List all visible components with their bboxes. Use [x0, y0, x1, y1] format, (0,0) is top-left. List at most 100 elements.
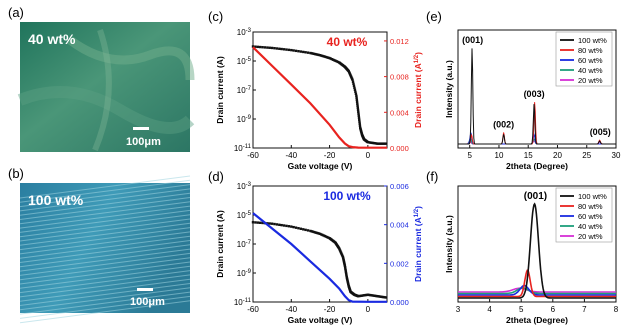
- transfer-point-log: [357, 114, 360, 117]
- x-axis-label: 2theta (Degree): [506, 315, 568, 325]
- fiber-streak: [19, 235, 191, 259]
- fiber-streak: [19, 179, 191, 203]
- x-tick-label: 7: [582, 305, 587, 314]
- chart-e: 5 10 15 20 25 30 (001) (002) (003) (005) 100 wt%80…: [444, 29, 621, 171]
- chart-title: 100 wt%: [323, 189, 371, 203]
- scale-bar-a-text: 100μm: [126, 136, 161, 148]
- transfer-point-log: [261, 221, 264, 225]
- transfer-point-log: [357, 116, 361, 119]
- x-tick-label: 20: [553, 151, 562, 160]
- plot-frame: [252, 31, 388, 149]
- transfer-point-log: [306, 229, 310, 232]
- y2-tick-label: 0.012: [390, 37, 409, 46]
- x-tick-label: 5: [519, 305, 524, 314]
- transfer-point-log: [356, 104, 359, 107]
- transfer-point-log: [270, 222, 274, 225]
- fiber-streak: [19, 270, 191, 294]
- fiber-streak: [19, 175, 191, 199]
- transfer-point-log: [345, 273, 348, 276]
- xrd-curve-40wt: [458, 287, 616, 295]
- y2-tick-label: 0.000: [390, 144, 409, 153]
- panel-label-a: (a): [8, 5, 24, 20]
- transfer-point-log: [287, 48, 291, 52]
- transfer-point-log: [358, 118, 361, 121]
- transfer-point-log: [254, 45, 257, 48]
- scale-bar-b-text: 100μm: [130, 296, 165, 308]
- x-tick-label: 6: [551, 305, 556, 314]
- transfer-point-log: [343, 266, 347, 269]
- fiber-streak: [19, 188, 191, 212]
- fiber-streak: [19, 287, 191, 311]
- transfer-point-log: [304, 51, 307, 54]
- transfer-point-log: [345, 274, 348, 278]
- transfer-point-log: [351, 78, 354, 82]
- transfer-point-log: [261, 46, 264, 49]
- x-tick-label: 10: [495, 151, 504, 160]
- fiber-streak: [19, 257, 191, 281]
- x-tick-label: -20: [324, 305, 336, 314]
- transfer-point-log: [357, 112, 360, 115]
- transfer-point-log: [353, 86, 356, 90]
- xrd-curve-100wt: [458, 48, 616, 145]
- x-tick-label: -60: [247, 151, 259, 160]
- y-tick-label: 10-11: [234, 144, 252, 153]
- transfer-point-log: [251, 221, 255, 224]
- micrograph-b-label: 100 wt%: [28, 192, 84, 208]
- x-tick-label: 30: [612, 151, 621, 160]
- transfer-point-log: [258, 221, 262, 224]
- fiber-streak: [19, 231, 191, 255]
- transfer-point-log: [256, 221, 259, 224]
- fiber-streak: [19, 265, 191, 289]
- fiber-streak: [19, 205, 191, 229]
- fiber-streak: [19, 227, 191, 251]
- y-tick-label: 10-5: [237, 211, 252, 220]
- y-tick-label: 10-3: [237, 182, 252, 191]
- fiber-streak: [19, 197, 191, 220]
- transfer-point-log: [297, 50, 300, 53]
- transfer-point-log: [282, 48, 286, 51]
- transfer-point-log: [282, 224, 286, 227]
- transfer-point-log: [355, 100, 359, 103]
- xrd-curve-60wt: [458, 284, 616, 296]
- transfer-point-log: [355, 94, 358, 97]
- transfer-point-log: [344, 268, 347, 272]
- fiber-streak: [19, 274, 191, 298]
- peak-annotation: (002): [493, 119, 514, 129]
- y2-axis-label: Drain current (A1/2): [413, 52, 423, 128]
- scale-bar-b: [137, 288, 153, 291]
- transfer-point-log: [285, 224, 288, 228]
- fiber-streak: [19, 283, 191, 306]
- fiber-streak: [19, 240, 191, 263]
- transfer-point-log: [280, 223, 283, 227]
- x-tick-label: 15: [524, 151, 533, 160]
- fiber-streak: [19, 222, 191, 246]
- transfer-point-log: [344, 267, 347, 270]
- transfer-point-log: [275, 47, 279, 50]
- chart-title: 40 wt%: [327, 35, 368, 49]
- legend-label: 60 wt%: [578, 56, 603, 65]
- y2-tick-label: 0.002: [390, 259, 409, 268]
- legend-label: 60 wt%: [578, 212, 603, 221]
- y-tick-label: 10-7: [237, 86, 252, 95]
- panel-label-f: (f): [426, 169, 438, 184]
- x-axis-label: Gate voltage (V): [288, 315, 353, 325]
- y2-tick-label: 0.006: [390, 182, 409, 191]
- transfer-point-log: [299, 227, 303, 230]
- transfer-point-log: [354, 92, 358, 96]
- chart-d: -60 -40 -20 0 10-3 10-5 10-7 10-9 10-11 0.000 0.00…: [215, 182, 423, 325]
- peak-annotation: (001): [462, 35, 483, 45]
- plot-frame: [457, 29, 617, 149]
- transfer-point-log: [278, 47, 281, 50]
- fiber-streak: [19, 278, 191, 302]
- micrograph-b: 100 wt% 100μm: [19, 175, 191, 324]
- x-tick-label: 0: [366, 305, 371, 314]
- y2-tick-label: 0.008: [390, 73, 409, 82]
- xrd-curve-80wt: [458, 269, 616, 298]
- transfer-curve-sqrt: [252, 212, 387, 303]
- panel-label-d: (d): [208, 169, 224, 184]
- y-axis-label: Drain current (A): [215, 56, 225, 124]
- fiber-streak: [19, 252, 191, 276]
- fiber-streak: [19, 214, 191, 238]
- y-tick-label: 10-9: [237, 269, 252, 278]
